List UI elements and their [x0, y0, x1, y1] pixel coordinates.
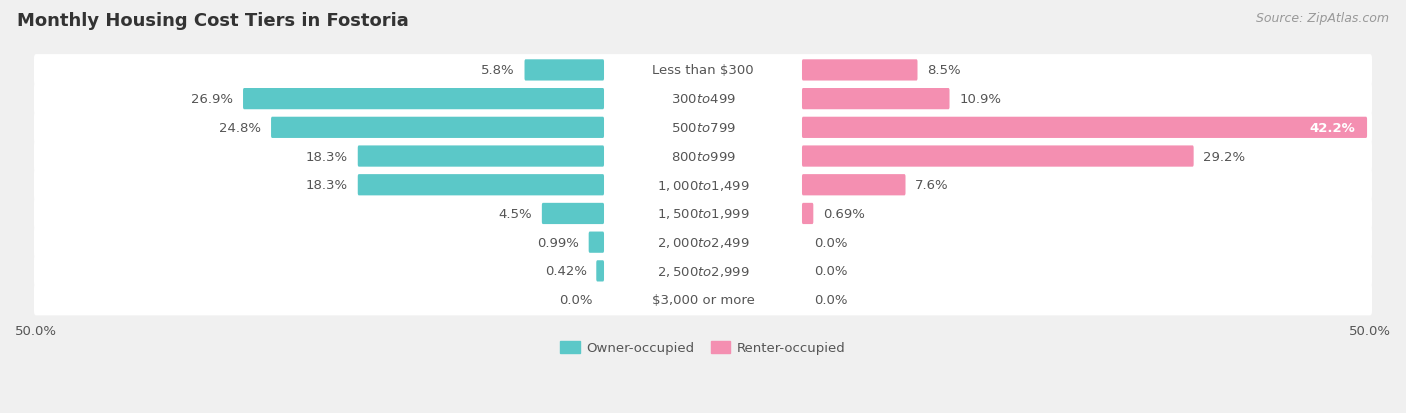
FancyBboxPatch shape: [357, 175, 605, 196]
FancyBboxPatch shape: [34, 256, 1372, 287]
FancyBboxPatch shape: [34, 198, 1372, 230]
FancyBboxPatch shape: [34, 55, 1372, 86]
Text: 0.42%: 0.42%: [544, 265, 586, 278]
FancyBboxPatch shape: [34, 84, 1372, 115]
FancyBboxPatch shape: [357, 146, 605, 167]
FancyBboxPatch shape: [801, 146, 1194, 167]
Text: 42.2%: 42.2%: [1309, 121, 1355, 135]
FancyBboxPatch shape: [801, 89, 949, 110]
Text: 26.9%: 26.9%: [191, 93, 233, 106]
Text: 0.69%: 0.69%: [823, 207, 865, 221]
Text: 18.3%: 18.3%: [307, 179, 349, 192]
FancyBboxPatch shape: [801, 117, 1367, 139]
Text: $1,000 to $1,499: $1,000 to $1,499: [657, 178, 749, 192]
Text: 7.6%: 7.6%: [915, 179, 949, 192]
FancyBboxPatch shape: [34, 112, 1372, 144]
FancyBboxPatch shape: [801, 175, 905, 196]
Text: $1,500 to $1,999: $1,500 to $1,999: [657, 207, 749, 221]
Text: 29.2%: 29.2%: [1204, 150, 1246, 163]
Text: Monthly Housing Cost Tiers in Fostoria: Monthly Housing Cost Tiers in Fostoria: [17, 12, 409, 30]
FancyBboxPatch shape: [596, 261, 605, 282]
Text: 0.0%: 0.0%: [814, 265, 848, 278]
FancyBboxPatch shape: [541, 203, 605, 225]
Text: Less than $300: Less than $300: [652, 64, 754, 77]
Text: 0.0%: 0.0%: [814, 236, 848, 249]
FancyBboxPatch shape: [34, 227, 1372, 258]
Text: 0.0%: 0.0%: [814, 293, 848, 306]
Text: 0.0%: 0.0%: [558, 293, 592, 306]
Text: 0.99%: 0.99%: [537, 236, 579, 249]
Text: $800 to $999: $800 to $999: [671, 150, 735, 163]
Text: $2,500 to $2,999: $2,500 to $2,999: [657, 264, 749, 278]
Text: $3,000 or more: $3,000 or more: [651, 293, 755, 306]
FancyBboxPatch shape: [589, 232, 605, 253]
FancyBboxPatch shape: [34, 170, 1372, 201]
Text: 5.8%: 5.8%: [481, 64, 515, 77]
Text: $300 to $499: $300 to $499: [671, 93, 735, 106]
Text: 24.8%: 24.8%: [219, 121, 262, 135]
Text: 18.3%: 18.3%: [307, 150, 349, 163]
FancyBboxPatch shape: [34, 284, 1372, 316]
FancyBboxPatch shape: [243, 89, 605, 110]
Text: 10.9%: 10.9%: [959, 93, 1001, 106]
FancyBboxPatch shape: [271, 117, 605, 139]
Text: $500 to $799: $500 to $799: [671, 121, 735, 135]
FancyBboxPatch shape: [801, 60, 918, 81]
Text: 4.5%: 4.5%: [499, 207, 533, 221]
Legend: Owner-occupied, Renter-occupied: Owner-occupied, Renter-occupied: [555, 336, 851, 360]
Text: 8.5%: 8.5%: [927, 64, 960, 77]
FancyBboxPatch shape: [801, 203, 813, 225]
FancyBboxPatch shape: [524, 60, 605, 81]
Text: $2,000 to $2,499: $2,000 to $2,499: [657, 235, 749, 249]
Text: Source: ZipAtlas.com: Source: ZipAtlas.com: [1256, 12, 1389, 25]
FancyBboxPatch shape: [34, 141, 1372, 172]
